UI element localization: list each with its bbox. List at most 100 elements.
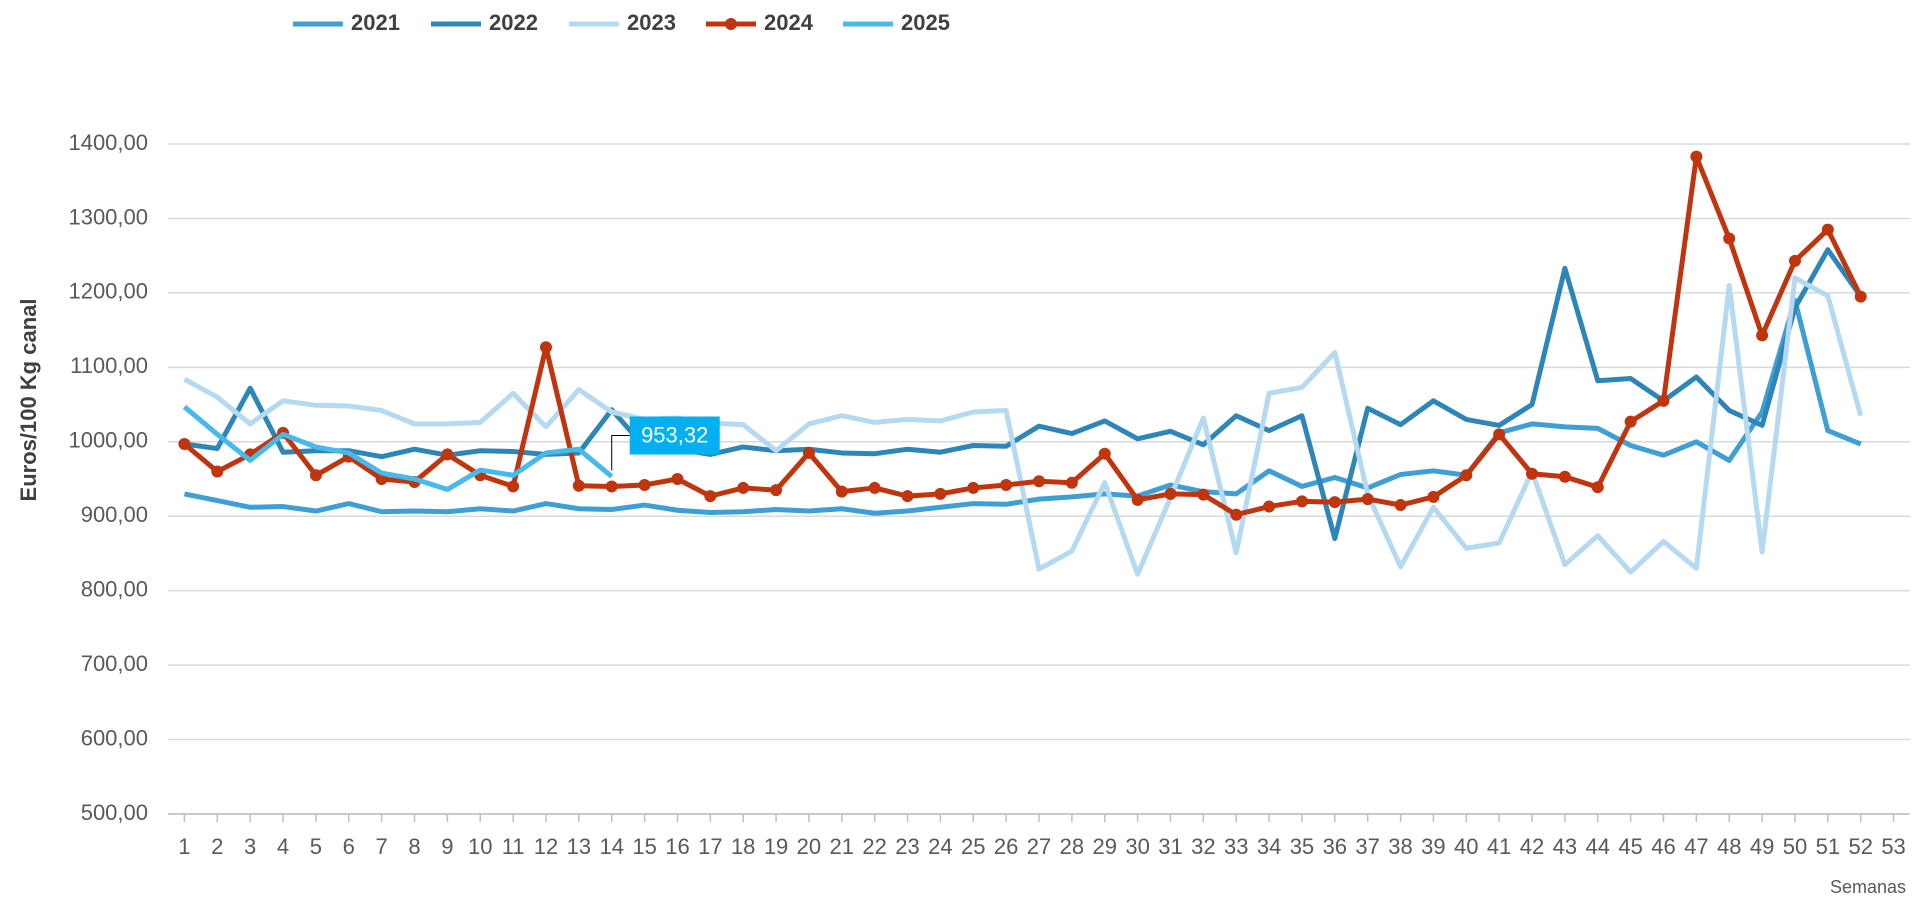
x-tick-label: 37 bbox=[1355, 834, 1379, 859]
x-tick-label: 46 bbox=[1651, 834, 1675, 859]
x-tick-label: 15 bbox=[632, 834, 656, 859]
point-marker bbox=[572, 479, 585, 492]
x-tick-label: 3 bbox=[244, 834, 256, 859]
point-marker bbox=[967, 481, 980, 494]
x-tick-label: 4 bbox=[277, 834, 289, 859]
x-tick-label: 25 bbox=[961, 834, 985, 859]
y-tick-label: 1300,00 bbox=[68, 204, 148, 229]
point-marker bbox=[1723, 232, 1736, 245]
point-marker bbox=[309, 469, 322, 482]
x-tick-label: 27 bbox=[1027, 834, 1051, 859]
x-tick-label: 16 bbox=[665, 834, 689, 859]
point-marker bbox=[1033, 475, 1045, 488]
x-tick-label: 49 bbox=[1750, 834, 1774, 859]
point-marker bbox=[507, 480, 520, 493]
series-line bbox=[184, 247, 1863, 542]
series-line bbox=[182, 404, 614, 492]
x-tick-label: 22 bbox=[862, 834, 886, 859]
point-marker bbox=[704, 490, 717, 503]
x-tick-label: 6 bbox=[343, 834, 355, 859]
point-marker bbox=[1657, 394, 1670, 407]
point-marker bbox=[638, 478, 651, 491]
point-marker bbox=[1624, 415, 1637, 428]
x-tick-label: 11 bbox=[502, 834, 525, 859]
x-tick-label: 7 bbox=[376, 834, 388, 859]
point-marker bbox=[441, 448, 454, 461]
x-tick-label: 45 bbox=[1618, 834, 1642, 859]
point-marker bbox=[1065, 476, 1078, 489]
x-tick-label: 43 bbox=[1553, 834, 1577, 859]
point-marker bbox=[1164, 487, 1177, 500]
point-marker bbox=[211, 465, 224, 478]
x-tick-label: 41 bbox=[1487, 834, 1511, 859]
y-tick-label: 600,00 bbox=[81, 725, 148, 750]
y-tick-label: 700,00 bbox=[81, 651, 148, 676]
point-marker bbox=[1295, 495, 1308, 508]
legend: 2021 2022 2023 2024 2025 bbox=[293, 10, 950, 35]
point-marker bbox=[868, 481, 881, 494]
y-axis-title: Euros/100 Kg canal bbox=[16, 299, 41, 502]
x-tick-label: 14 bbox=[599, 834, 623, 859]
point-marker bbox=[737, 481, 750, 494]
point-marker bbox=[1756, 329, 1769, 342]
point-marker bbox=[1394, 499, 1407, 512]
legend-label: 2024 bbox=[764, 10, 814, 35]
x-tick-label: 30 bbox=[1125, 834, 1149, 859]
point-marker bbox=[1690, 150, 1703, 163]
x-tick-label: 2 bbox=[211, 834, 223, 859]
x-tick-label: 44 bbox=[1586, 834, 1610, 859]
point-marker bbox=[1526, 467, 1539, 480]
label-box bbox=[629, 416, 720, 455]
y-tick-label: 1100,00 bbox=[70, 353, 148, 378]
point-marker bbox=[934, 487, 947, 500]
x-tick-label: 39 bbox=[1421, 834, 1445, 859]
point-marker bbox=[1000, 478, 1013, 491]
x-tick-label: 24 bbox=[928, 834, 952, 859]
x-tick-label: 19 bbox=[764, 834, 788, 859]
x-tick-label: 38 bbox=[1388, 834, 1412, 859]
x-tick-label: 5 bbox=[310, 834, 322, 859]
x-tick-label: 42 bbox=[1520, 834, 1544, 859]
x-tick-label: 48 bbox=[1717, 834, 1741, 859]
y-tick-label: 900,00 bbox=[81, 502, 148, 527]
x-tick-label: 36 bbox=[1323, 834, 1347, 859]
x-tick-label: 29 bbox=[1092, 834, 1116, 859]
x-axis-title: Semanas bbox=[1830, 877, 1906, 897]
x-tick-label: 12 bbox=[534, 834, 558, 859]
x-tick-label: 34 bbox=[1257, 834, 1281, 859]
point-marker bbox=[1821, 223, 1834, 236]
x-tick-label: 47 bbox=[1684, 834, 1708, 859]
label-leader bbox=[611, 435, 630, 471]
x-tick-label: 1 bbox=[178, 834, 190, 859]
x-tick-label: 40 bbox=[1454, 834, 1478, 859]
point-marker bbox=[1493, 428, 1506, 441]
legend-marker bbox=[725, 18, 737, 30]
point-marker bbox=[835, 485, 848, 498]
legend-label: 2023 bbox=[627, 10, 676, 35]
point-marker bbox=[605, 480, 618, 493]
point-marker bbox=[1230, 508, 1243, 521]
x-tick-label: 51 bbox=[1816, 834, 1840, 859]
point-marker bbox=[1131, 493, 1144, 506]
point-marker bbox=[1263, 500, 1276, 513]
point-marker bbox=[802, 446, 815, 459]
x-tick-label: 28 bbox=[1060, 834, 1084, 859]
point-marker bbox=[1361, 493, 1374, 506]
y-tick-label: 800,00 bbox=[81, 576, 148, 601]
x-tick-label: 18 bbox=[731, 834, 755, 859]
point-marker bbox=[1197, 488, 1210, 501]
series-line bbox=[182, 154, 1863, 518]
x-tick-label: 23 bbox=[895, 834, 919, 859]
x-tick-label: 52 bbox=[1848, 834, 1872, 859]
x-tick-label: 31 bbox=[1158, 834, 1182, 859]
y-tick-label: 1400,00 bbox=[68, 130, 148, 155]
point-marker bbox=[901, 490, 914, 503]
x-tick-label: 8 bbox=[408, 834, 420, 859]
point-marker bbox=[539, 341, 552, 354]
point-marker bbox=[770, 484, 783, 497]
x-tick-label: 53 bbox=[1881, 834, 1905, 859]
point-marker bbox=[1460, 469, 1473, 482]
legend-label: 2022 bbox=[489, 10, 538, 35]
legend-label: 2021 bbox=[351, 10, 400, 35]
